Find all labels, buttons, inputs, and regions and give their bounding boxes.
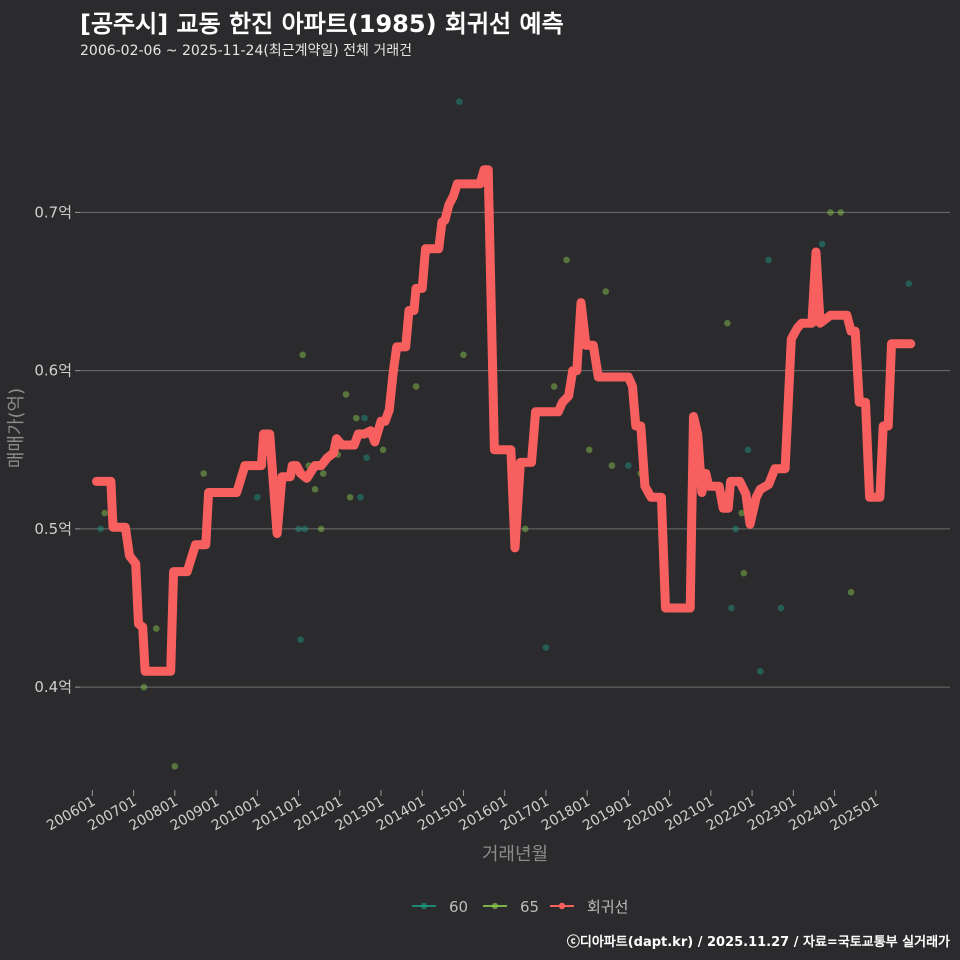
data-point-65 [585, 446, 593, 454]
data-point-65 [837, 209, 845, 216]
data-point-65 [101, 509, 109, 517]
legend-label: 회귀선 [587, 898, 628, 916]
data-point-65 [171, 762, 179, 770]
regression-line-group [92, 165, 916, 676]
data-point-65 [602, 288, 610, 295]
data-point-65 [522, 525, 529, 533]
data-point-60 [357, 493, 364, 501]
data-point-65 [608, 462, 616, 469]
data-point-60 [625, 462, 632, 469]
legend-label: 65 [520, 898, 539, 916]
data-point-65 [346, 493, 354, 501]
data-point-60 [905, 280, 913, 287]
legend-swatch-dot [420, 902, 428, 910]
data-point-65 [827, 209, 834, 216]
regression-line [92, 165, 916, 676]
data-point-60 [295, 525, 302, 533]
data-point-60 [253, 493, 261, 501]
data-point-60 [361, 414, 368, 422]
chart-subtitle: 2006-02-06 ~ 2025-11-24(최근계약일) 전체 거래건 [80, 43, 412, 59]
x-axis-ticks: 2006012007012008012009012010012011012012… [44, 790, 882, 834]
data-point-65 [563, 256, 570, 264]
data-point-60 [363, 454, 370, 461]
data-point-65 [379, 446, 387, 454]
data-point-60 [542, 644, 550, 651]
data-point-65 [412, 383, 420, 390]
data-point-60 [765, 256, 772, 264]
data-point-65 [460, 351, 467, 359]
y-tick-label: 0.7억 [34, 203, 72, 221]
data-point-65 [311, 486, 319, 493]
data-point-65 [299, 351, 306, 359]
data-point-65 [319, 470, 327, 477]
data-point-65 [342, 391, 350, 398]
data-point-60 [301, 525, 309, 533]
data-point-60 [732, 525, 739, 533]
chart-title: [공주시] 교동 한진 아파트(1985) 회귀선 예측 [80, 10, 564, 38]
data-point-60 [456, 98, 463, 105]
data-point-65 [724, 319, 731, 327]
x-axis-title: 거래년월 [482, 844, 548, 865]
data-point-60 [757, 668, 764, 675]
legend-swatch-dot [558, 902, 566, 910]
data-point-60 [818, 240, 826, 248]
data-point-65 [847, 588, 855, 596]
data-point-65 [200, 470, 207, 477]
source-caption: ⓒ디아파트(dapt.kr) / 2025.11.27 / 자료=국토교통부 실… [566, 935, 950, 950]
y-tick-label: 0.5억 [34, 520, 72, 538]
legend-label: 60 [449, 898, 468, 916]
legend-swatch-dot [491, 902, 499, 910]
data-point-60 [297, 636, 304, 643]
data-point-65 [140, 683, 148, 691]
y-axis-title: 매매가(억) [6, 388, 27, 468]
y-axis-ticks: 0.4억 0.5억 0.6억 0.7억 [34, 203, 80, 696]
data-point-60 [728, 604, 735, 612]
y-tick-label: 0.4억 [34, 678, 72, 696]
legend: 60 65 회귀선 [412, 898, 628, 916]
data-point-65 [317, 525, 325, 533]
data-point-65 [738, 509, 746, 517]
data-point-65 [550, 383, 558, 390]
data-point-65 [740, 569, 748, 577]
data-point-60 [744, 446, 752, 454]
data-point-65 [152, 625, 160, 632]
data-point-60 [777, 604, 785, 612]
data-point-60 [97, 525, 104, 533]
y-tick-label: 0.6억 [34, 362, 72, 380]
data-point-65 [352, 414, 360, 422]
